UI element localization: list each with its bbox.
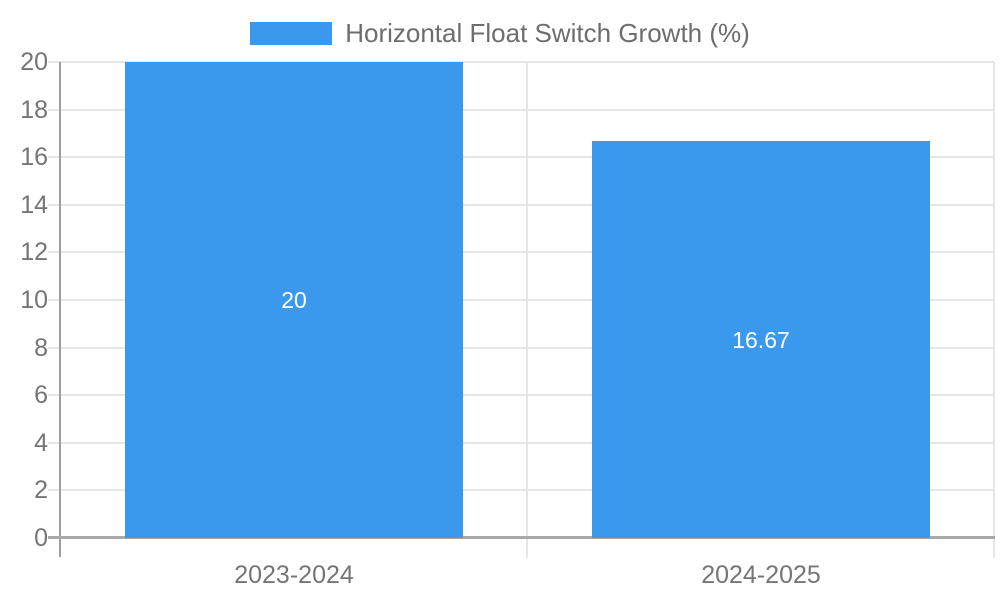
y-axis-tick-label: 16 — [20, 143, 48, 171]
y-axis-tick-label: 8 — [34, 334, 48, 362]
bar-value-label: 16.67 — [732, 327, 790, 353]
y-axis-tick — [48, 109, 60, 111]
y-axis-line — [59, 62, 61, 557]
gridline-vertical — [993, 62, 995, 558]
y-axis-tick — [48, 156, 60, 158]
y-axis-tick — [48, 299, 60, 301]
chart-legend: Horizontal Float Switch Growth (%) — [0, 20, 1000, 46]
y-axis-tick-label: 6 — [34, 381, 48, 409]
y-axis-tick-label: 20 — [20, 48, 48, 76]
legend-label: Horizontal Float Switch Growth (%) — [345, 18, 750, 48]
y-axis-tick-label: 18 — [20, 96, 48, 124]
y-axis-tick-label: 14 — [20, 191, 48, 219]
y-axis-tick — [48, 61, 60, 63]
y-axis-tick-label: 12 — [20, 238, 48, 266]
gridline-vertical — [526, 62, 528, 558]
y-axis-tick-label: 0 — [34, 524, 48, 552]
y-axis-tick-label: 10 — [20, 286, 48, 314]
y-axis-tick — [48, 204, 60, 206]
y-axis-tick-label: 4 — [34, 429, 48, 457]
y-axis-tick — [48, 394, 60, 396]
x-axis-line — [48, 536, 995, 539]
y-axis-tick — [48, 442, 60, 444]
legend-swatch — [250, 21, 333, 45]
x-axis-label: 2024-2025 — [701, 561, 821, 589]
y-axis-tick-label: 2 — [34, 476, 48, 504]
bar[interactable]: 20 — [125, 62, 463, 538]
bar[interactable]: 16.67 — [592, 141, 930, 538]
bar-value-label: 20 — [281, 287, 307, 313]
y-axis-tick — [48, 489, 60, 491]
y-axis-tick — [48, 251, 60, 253]
x-axis-label: 2023-2024 — [234, 561, 354, 589]
y-axis-tick — [48, 347, 60, 349]
